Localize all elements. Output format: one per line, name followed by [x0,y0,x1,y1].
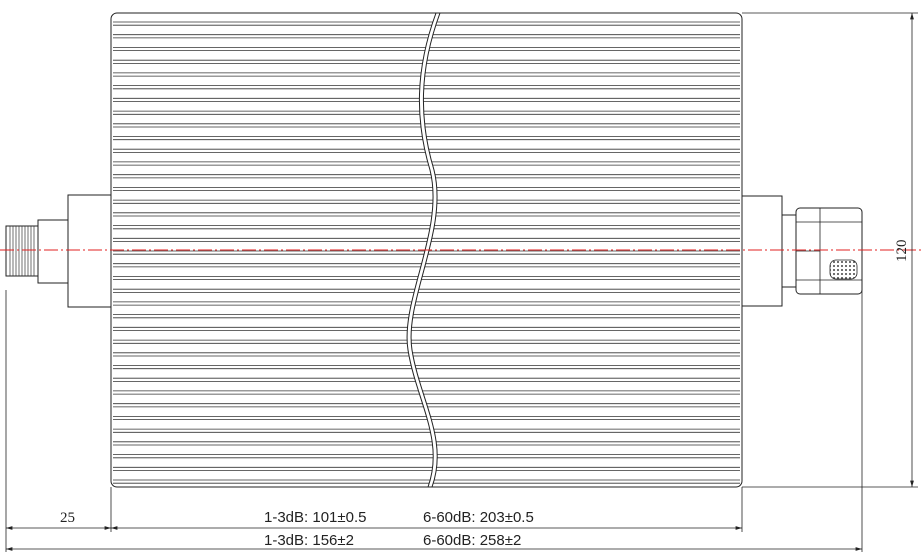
heatsink-body [110,12,743,488]
right-collar [741,195,783,307]
overall-length-low-label: 1-3dB: 156±2 [264,532,354,549]
body-length-low-label: 1-3dB: 101±0.5 [264,509,366,526]
extension-lines [5,12,918,552]
left-collar [67,194,112,308]
right-connector-flange [781,214,797,288]
knurled-grip-icon [829,259,858,280]
right-connector-assembly [741,195,863,307]
n-male-connector-icon [795,207,863,295]
dimension-lines [5,13,914,551]
body-length-high-label: 6-60dB: 203±0.5 [423,509,534,526]
height-label: 120 [894,240,910,263]
wavy-break-symbol [406,12,441,488]
connector-thread-lines [9,226,35,276]
left-connector-assembly [5,194,112,308]
left-connector-flange [37,219,69,284]
left-offset-label: 25 [60,510,75,526]
overall-length-high-label: 6-60dB: 258±2 [423,532,521,549]
n-female-connector-icon [5,225,39,277]
